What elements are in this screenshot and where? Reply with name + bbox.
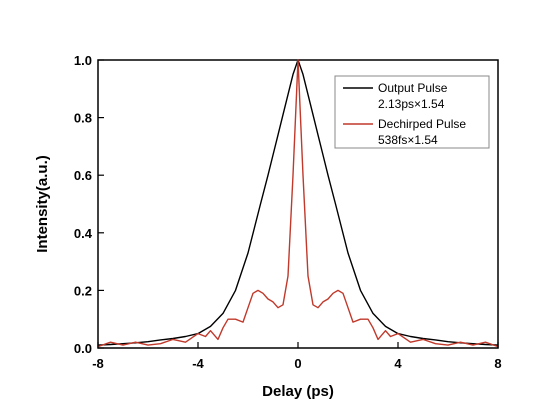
x-tick-label: -8 <box>92 356 104 371</box>
legend-label-output: Output Pulse <box>378 81 448 95</box>
x-axis-title: Delay (ps) <box>262 383 334 400</box>
legend-sublabel-dechirped: 538fs×1.54 <box>378 133 438 147</box>
x-axis: -8 -4 0 4 8 <box>92 342 502 371</box>
x-tick-label: 0 <box>294 356 301 371</box>
x-tick-label: 8 <box>494 356 501 371</box>
legend-label-dechirped: Dechirped Pulse <box>378 117 466 131</box>
y-tick-label: 0.2 <box>74 283 92 298</box>
x-tick-label: 4 <box>394 356 402 371</box>
series-layer <box>97 59 499 348</box>
series-line-dechirped-pulse <box>97 59 499 348</box>
y-tick-label: 0.8 <box>74 111 92 126</box>
x-tick-label: -4 <box>192 356 204 371</box>
y-tick-label: 0.0 <box>74 341 92 356</box>
y-tick-label: 1.0 <box>74 53 92 68</box>
legend: Output Pulse 2.13ps×1.54 Dechirped Pulse… <box>334 75 490 149</box>
y-tick-label: 0.4 <box>74 226 93 241</box>
legend-sublabel-output: 2.13ps×1.54 <box>378 97 445 111</box>
y-tick-label: 0.6 <box>74 168 92 183</box>
y-axis-title: Intensity(a.u.) <box>34 155 51 253</box>
y-axis: 0.0 0.2 0.4 0.6 0.8 1.0 <box>74 53 104 356</box>
